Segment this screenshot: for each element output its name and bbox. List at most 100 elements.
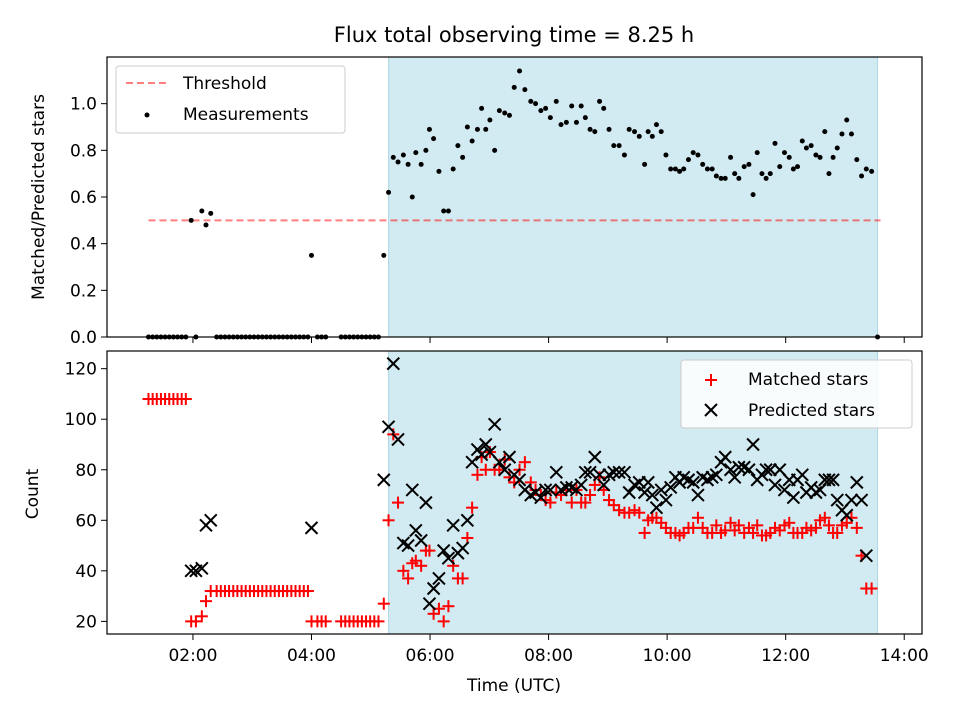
measurement-point — [709, 166, 715, 172]
predicted-star-marker — [592, 468, 607, 482]
matched-star-marker — [372, 615, 385, 628]
measurement-point — [405, 161, 411, 167]
measurement-point — [464, 124, 470, 130]
predicted-star-marker — [534, 490, 548, 505]
predicted-star-marker — [381, 420, 396, 434]
predicted-star-marker — [538, 483, 553, 497]
predicted-star-marker — [204, 513, 218, 528]
matched-legend-swatch — [705, 374, 717, 386]
bottom-y-tick-label: 20 — [75, 612, 97, 632]
predicted-star-marker — [441, 551, 456, 565]
matched-star-marker — [423, 544, 436, 557]
predicted-star-marker — [474, 447, 489, 462]
predicted-star-marker — [386, 356, 400, 371]
measurement-point — [455, 143, 461, 149]
measurement-point — [528, 98, 534, 104]
bottom-panel: 20 40 60 80 100 120 02:00 04:00 06:00 08:00 10:00 1… — [23, 350, 929, 696]
measurement-point — [826, 171, 832, 177]
predicted-star-marker — [691, 488, 705, 502]
measurement-point — [859, 173, 865, 179]
matched-star-marker — [783, 516, 796, 529]
bottom-plot-frame — [106, 350, 923, 635]
x-tick-label: 02:00 — [168, 646, 217, 666]
measurement-point — [854, 157, 860, 163]
predicted-star-marker — [718, 450, 732, 464]
predicted-star-marker — [768, 478, 782, 492]
measurement-point — [469, 138, 475, 144]
measurement-point — [423, 147, 429, 153]
bottom-y-axis-label: Count — [23, 468, 43, 519]
measurement-point — [418, 161, 424, 167]
predicted-star-marker — [502, 450, 517, 464]
predicted-star-marker — [645, 488, 660, 502]
measurement-point — [869, 168, 875, 174]
measurement-point — [441, 208, 447, 214]
matched-legend-label: Matched stars — [748, 370, 868, 390]
measurement-point — [839, 131, 845, 137]
predicted-star-marker — [543, 483, 558, 497]
predicted-star-marker — [830, 493, 844, 507]
measurement-point — [653, 122, 659, 128]
measurement-point — [445, 208, 451, 214]
measurement-point — [830, 154, 836, 160]
bottom-legend: Matched stars Predicted stars — [680, 359, 913, 429]
threshold-legend-label: Threshold — [182, 74, 267, 94]
measurement-point — [611, 143, 617, 149]
matched-star-marker — [747, 526, 760, 539]
measurement-point — [728, 154, 734, 160]
predicted-star-marker — [596, 478, 611, 492]
predicted-star-marker — [195, 561, 209, 576]
measurement-point — [772, 140, 778, 146]
measurement-point — [668, 166, 674, 172]
matched-star-marker — [301, 585, 314, 598]
predicted-star-marker — [654, 483, 668, 497]
top-y-tick-label: 0.4 — [70, 235, 97, 255]
measurement-point — [626, 126, 632, 132]
measurement-point — [813, 152, 819, 158]
predicted-star-marker — [487, 417, 502, 431]
measurement-point — [538, 108, 544, 114]
top-observing-span — [388, 56, 879, 338]
measurement-point — [492, 147, 498, 153]
predicted-star-marker — [559, 480, 574, 495]
predicted-star-marker — [432, 571, 446, 586]
measurement-point — [750, 192, 756, 198]
bottom-legend-box — [680, 359, 913, 429]
matched-star-marker — [442, 600, 455, 613]
measurement-point — [690, 150, 696, 156]
measurement-point — [395, 159, 401, 165]
matched-star-marker — [584, 489, 597, 502]
measurement-point — [558, 122, 564, 128]
x-tick-label: 06:00 — [406, 646, 455, 666]
predicted-legend-swatch — [704, 403, 718, 417]
measurement-point — [642, 161, 648, 167]
predicted-star-marker — [859, 548, 873, 563]
predicted-star-marker — [617, 465, 632, 479]
measurement-point — [732, 171, 738, 177]
x-tick-label: 08:00 — [524, 646, 573, 666]
measurement-point — [808, 143, 814, 149]
bottom-y-tick-label: 80 — [75, 461, 97, 481]
measurement-point — [817, 154, 823, 160]
matched-star-marker — [732, 519, 745, 532]
predicted-star-marker — [826, 473, 840, 487]
measurement-point — [658, 129, 664, 135]
measurement-point — [563, 119, 569, 125]
matched-star-marker — [179, 393, 192, 406]
x-axis-label: Time (UTC) — [466, 676, 561, 696]
predicted-star-marker — [742, 463, 756, 477]
measurement-point — [621, 152, 627, 158]
predicted-star-marker — [709, 468, 724, 482]
predicted-star-marker — [663, 480, 678, 495]
matched-star-marker — [710, 519, 723, 532]
measurement-point — [409, 194, 415, 200]
matched-star-marker — [613, 504, 626, 517]
measurement-point — [479, 105, 485, 111]
measurement-point — [746, 161, 752, 167]
measurement-point — [496, 108, 502, 114]
top-y-tick-label: 1.0 — [70, 95, 97, 115]
predicted-star-marker — [426, 581, 441, 596]
predicted-star-marker — [763, 463, 777, 477]
predicted-legend-label: Predicted stars — [748, 401, 875, 421]
top-y-axis-label: Matched/Predicted stars — [29, 94, 49, 300]
